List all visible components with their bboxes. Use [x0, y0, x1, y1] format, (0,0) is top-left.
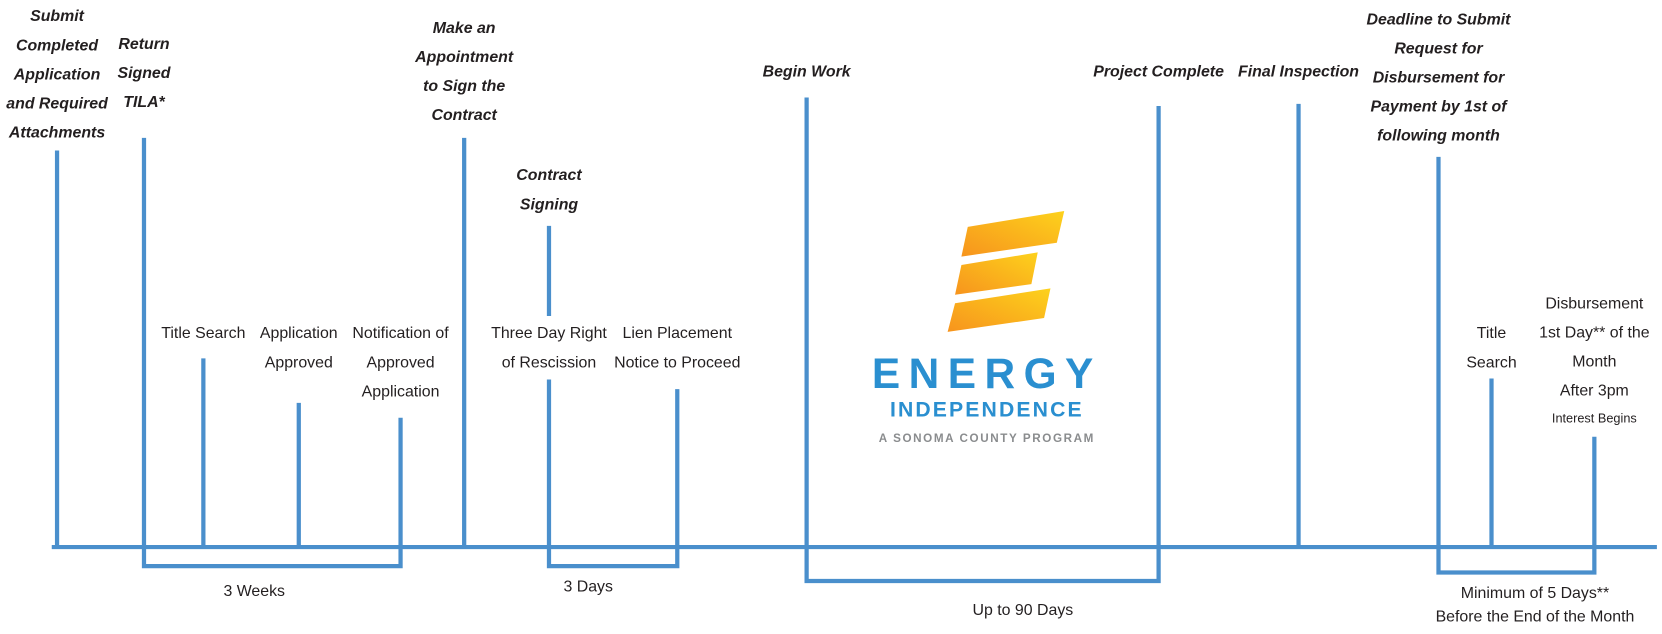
span-label: 3 Days — [563, 579, 613, 596]
milestone-label: Project Complete — [1093, 63, 1224, 80]
milestone-label: and Required — [6, 95, 108, 112]
milestone-label: Signed — [117, 65, 170, 82]
milestone-label: Disbursement for — [1373, 69, 1505, 86]
event-label: 1st Day** of the — [1539, 325, 1650, 342]
event-label: Lien Placement — [622, 325, 732, 342]
event-bars — [201, 358, 1597, 548]
event-label: Application — [362, 383, 440, 400]
logo-subname: INDEPENDENCE — [890, 399, 1084, 422]
logo-tagline: A SONOMA COUNTY PROGRAM — [879, 432, 1095, 445]
event-label: Search — [1466, 354, 1516, 371]
milestone-label: Signing — [520, 196, 579, 213]
brackets — [141, 547, 1597, 584]
span-label: 3 Weeks — [223, 583, 285, 600]
event-label: Notice to Proceed — [614, 354, 740, 371]
event-note: Interest Begins — [1552, 411, 1637, 426]
span-label: Before the End of the Month — [1436, 608, 1635, 625]
milestone-label: Begin Work — [763, 63, 852, 80]
event-label: Title — [1477, 325, 1507, 342]
event-label: After 3pm — [1560, 383, 1629, 400]
event-label: Notification of — [352, 325, 449, 342]
event-label: Title Search — [161, 325, 245, 342]
event-label: Approved — [265, 354, 333, 371]
event-label: Application — [260, 325, 338, 342]
event-label: of Rescission — [502, 354, 597, 371]
milestone-bars — [54, 97, 1441, 548]
milestone-label: Completed — [16, 37, 98, 54]
milestone-label: to Sign the — [423, 78, 505, 95]
milestone-label: Appointment — [414, 49, 514, 66]
milestone-label: Payment by 1st of — [1370, 99, 1508, 116]
milestone-label: Final Inspection — [1238, 63, 1359, 80]
event-label: Approved — [367, 354, 435, 371]
milestone-label: Make an — [433, 20, 496, 37]
span-label: Up to 90 Days — [973, 602, 1074, 619]
milestone-label: Application — [13, 66, 101, 83]
milestone-label: Return — [118, 36, 169, 53]
milestone-label: Request for — [1394, 40, 1483, 57]
milestone-label: Submit — [30, 8, 85, 25]
span-label: Minimum of 5 Days** — [1461, 585, 1609, 602]
event-label: Disbursement — [1545, 296, 1644, 313]
logo: ENERGY INDEPENDENCE A SONOMA COUNTY PROG… — [872, 210, 1102, 445]
milestone-label: Deadline to Submit — [1367, 11, 1512, 28]
event-label: Month — [1572, 354, 1616, 371]
milestone-label: Contract — [431, 107, 497, 124]
milestone-label: Attachments — [8, 124, 105, 141]
logo-name: ENERGY — [872, 350, 1102, 397]
event-label: Three Day Right — [491, 325, 607, 342]
milestone-label: following month — [1377, 128, 1500, 145]
labels: Submit Completed Application and Required At… — [6, 8, 1649, 625]
milestone-label: Contract — [516, 167, 582, 184]
milestone-label: TILA* — [123, 94, 165, 111]
